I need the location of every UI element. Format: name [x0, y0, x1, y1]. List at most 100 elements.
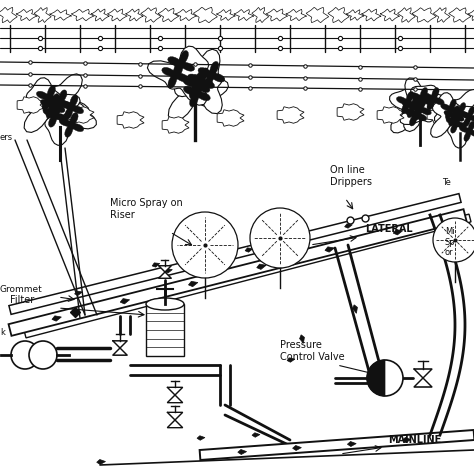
Polygon shape: [380, 9, 400, 21]
Text: Grommet: Grommet: [0, 285, 43, 294]
Polygon shape: [159, 266, 171, 278]
Polygon shape: [152, 263, 160, 267]
Polygon shape: [97, 459, 106, 465]
Polygon shape: [441, 99, 461, 119]
Polygon shape: [362, 9, 381, 21]
Text: Filter: Filter: [10, 295, 34, 305]
Polygon shape: [450, 102, 470, 123]
Text: ers: ers: [0, 133, 13, 142]
Ellipse shape: [146, 298, 184, 310]
Polygon shape: [234, 9, 254, 20]
Text: k: k: [0, 328, 5, 337]
Polygon shape: [120, 299, 129, 304]
Circle shape: [433, 218, 474, 262]
Polygon shape: [113, 341, 127, 355]
Polygon shape: [449, 8, 471, 22]
Polygon shape: [306, 8, 328, 23]
Polygon shape: [158, 8, 179, 22]
Polygon shape: [398, 8, 415, 22]
Polygon shape: [447, 101, 474, 148]
Polygon shape: [403, 78, 445, 132]
Polygon shape: [67, 107, 94, 123]
Polygon shape: [0, 7, 17, 23]
Polygon shape: [393, 229, 402, 235]
Polygon shape: [52, 316, 61, 321]
Polygon shape: [168, 51, 194, 77]
Polygon shape: [266, 9, 288, 21]
Text: Pressure
Control Valve: Pressure Control Valve: [280, 340, 345, 362]
Polygon shape: [252, 8, 269, 23]
Polygon shape: [217, 110, 244, 126]
Polygon shape: [117, 112, 144, 128]
Polygon shape: [300, 335, 304, 343]
Polygon shape: [34, 8, 51, 22]
Polygon shape: [16, 9, 37, 20]
Polygon shape: [183, 80, 210, 107]
Polygon shape: [126, 9, 143, 21]
Polygon shape: [277, 107, 304, 123]
Polygon shape: [168, 60, 228, 121]
Polygon shape: [347, 441, 356, 447]
Polygon shape: [40, 94, 65, 118]
Polygon shape: [91, 9, 109, 21]
Text: Mi
Sp
or: Mi Sp or: [445, 227, 456, 257]
Polygon shape: [49, 10, 72, 20]
Polygon shape: [162, 61, 189, 88]
Polygon shape: [444, 106, 464, 126]
Polygon shape: [59, 95, 83, 119]
Polygon shape: [257, 264, 266, 269]
Polygon shape: [422, 88, 444, 110]
Polygon shape: [197, 436, 205, 440]
Polygon shape: [189, 282, 198, 287]
Polygon shape: [36, 86, 61, 110]
Polygon shape: [402, 95, 424, 118]
Polygon shape: [9, 209, 466, 336]
Polygon shape: [9, 194, 461, 314]
Polygon shape: [43, 102, 67, 127]
Polygon shape: [433, 8, 450, 22]
Polygon shape: [292, 446, 301, 450]
Polygon shape: [175, 9, 197, 21]
Polygon shape: [325, 247, 334, 252]
Polygon shape: [459, 107, 474, 127]
Polygon shape: [17, 97, 44, 113]
Polygon shape: [216, 9, 235, 20]
Polygon shape: [238, 449, 246, 455]
Polygon shape: [410, 88, 433, 110]
Polygon shape: [414, 369, 432, 387]
Polygon shape: [346, 9, 364, 20]
Circle shape: [29, 341, 57, 369]
Polygon shape: [29, 74, 90, 124]
Text: Micro Spray on
Riser: Micro Spray on Riser: [110, 199, 183, 220]
Circle shape: [250, 208, 310, 268]
Polygon shape: [188, 68, 214, 95]
Polygon shape: [167, 387, 182, 402]
Polygon shape: [59, 113, 84, 137]
Text: On line
Drippers: On line Drippers: [330, 165, 372, 187]
Polygon shape: [255, 246, 262, 251]
Polygon shape: [24, 78, 80, 132]
Polygon shape: [337, 104, 364, 120]
Polygon shape: [446, 113, 466, 133]
Polygon shape: [396, 91, 419, 114]
Polygon shape: [435, 90, 474, 131]
Text: MAINLINE: MAINLINE: [388, 435, 441, 445]
Bar: [146, 304, 184, 356]
Polygon shape: [459, 121, 474, 141]
Polygon shape: [141, 8, 161, 22]
Polygon shape: [468, 9, 474, 20]
Polygon shape: [162, 117, 189, 133]
Polygon shape: [400, 85, 458, 125]
Polygon shape: [245, 248, 253, 252]
Polygon shape: [409, 98, 431, 120]
Circle shape: [172, 212, 238, 278]
Polygon shape: [353, 305, 357, 313]
Polygon shape: [147, 46, 209, 105]
Polygon shape: [48, 90, 73, 115]
Polygon shape: [183, 72, 210, 99]
Polygon shape: [193, 7, 218, 23]
Polygon shape: [198, 62, 225, 88]
Polygon shape: [402, 438, 411, 443]
Text: LATERAL: LATERAL: [365, 224, 413, 234]
Circle shape: [367, 360, 403, 396]
